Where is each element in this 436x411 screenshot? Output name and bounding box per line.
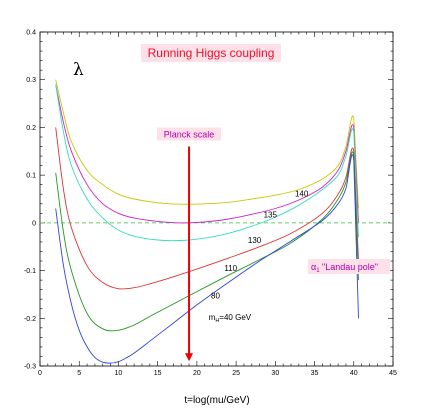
planck-label: Planck scale: [164, 130, 215, 140]
mh-base: m: [209, 313, 216, 322]
ticks: 0 5 10 15 20 25 30 35 40 45 -0.3 -0.2 -0.1 0 0.1 0.2 0.3…: [24, 30, 397, 378]
y-axis-label: λ: [73, 60, 84, 80]
y-tick-label: 0: [32, 220, 36, 227]
series-line-2: [55, 84, 359, 242]
x-tick-label: 20: [193, 370, 201, 377]
mh-rest: =40 GeV: [219, 313, 251, 322]
y-tick-label: 0.3: [26, 77, 36, 84]
curve-labels: 140 135 130 110 80 mH=40 GeV: [209, 189, 309, 324]
landau-alpha: α: [311, 262, 316, 272]
title-box: [141, 44, 281, 62]
series-line-4: [55, 151, 359, 332]
mh-sub: H: [215, 318, 219, 324]
curve-label-4: 80: [211, 291, 220, 300]
series-line-0: [55, 79, 359, 209]
curves: [55, 79, 359, 364]
x-tick-label: 0: [38, 370, 42, 377]
landau-subscript: 1: [316, 268, 320, 274]
x-tick-label: 25: [232, 370, 240, 377]
x-tick-label: 40: [350, 370, 358, 377]
curve-label-5: mH=40 GeV: [209, 313, 252, 324]
x-tick-label: 10: [115, 370, 123, 377]
landau-text: "Landau pole": [320, 262, 378, 272]
y-tick-label: 0.4: [26, 30, 36, 37]
x-tick-label: 5: [77, 370, 81, 377]
y-tick-label: 0.1: [26, 173, 36, 180]
chart-title: Running Higgs coupling: [148, 46, 275, 60]
planck-marker: Planck scale: [157, 127, 222, 362]
x-tick-label: 30: [271, 370, 279, 377]
axes: [39, 31, 394, 367]
series-line-1: [55, 84, 359, 224]
y-tick-label: -0.2: [24, 316, 36, 323]
curve-label-1: 135: [264, 210, 278, 219]
x-tick-label: 45: [389, 370, 397, 377]
curve-label-0: 140: [295, 189, 309, 198]
y-tick-label: -0.3: [24, 364, 36, 371]
curve-label-3: 110: [224, 264, 237, 273]
landau-label: α1 "Landau pole": [311, 262, 378, 274]
plot-frame: [39, 31, 394, 367]
curve-label-2: 130: [248, 236, 262, 245]
x-tick-label: 35: [311, 370, 319, 377]
planck-arrow-head: [185, 353, 194, 362]
series-line-5: [55, 154, 359, 364]
x-tick-label: 15: [154, 370, 162, 377]
x-axis-label: t=log(mu/GeV): [184, 395, 249, 406]
y-tick-label: 0.2: [26, 125, 36, 132]
landau-label-box: [308, 259, 390, 274]
planck-label-box: [157, 127, 222, 141]
landau-pole-label: α1 "Landau pole": [308, 259, 390, 274]
y-tick-label: -0.1: [24, 268, 36, 275]
